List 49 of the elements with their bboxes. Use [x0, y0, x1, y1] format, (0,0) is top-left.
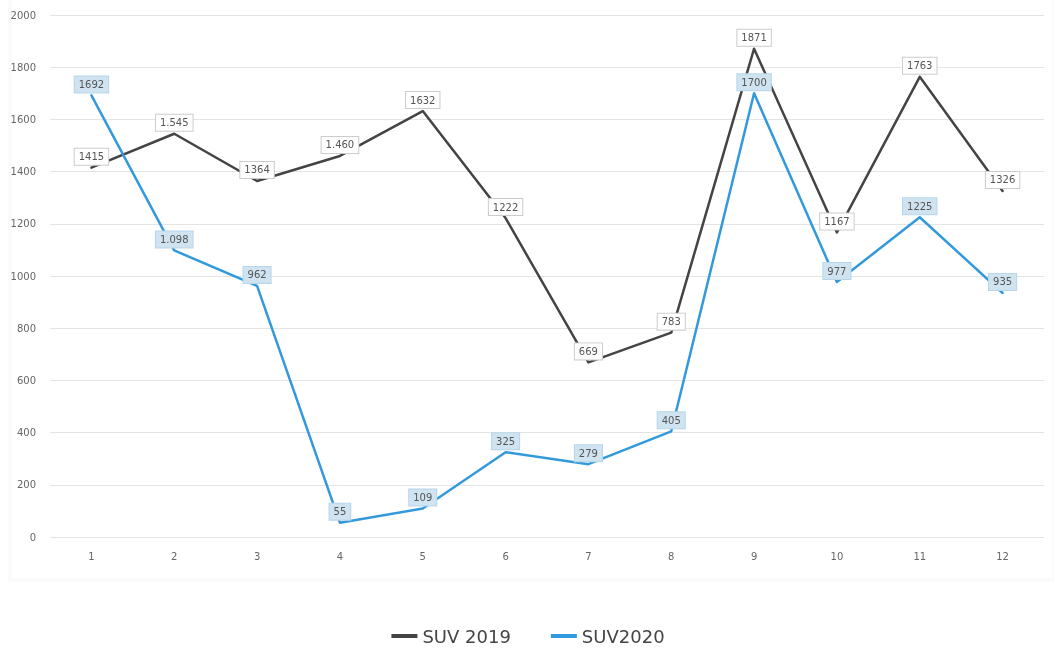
data-label: 1871 [741, 32, 767, 44]
data-label: 325 [496, 435, 516, 447]
x-tick-label: 3 [253, 550, 261, 562]
y-tick-label: 2000 [10, 9, 36, 21]
data-label: 1326 [989, 174, 1016, 186]
x-tick-label: 9 [750, 550, 758, 562]
data-label: 405 [661, 414, 681, 426]
y-tick-label: 1000 [10, 270, 36, 282]
data-label: 935 [993, 276, 1013, 288]
data-label: 279 [578, 447, 598, 459]
y-tick-label: 1800 [10, 61, 36, 73]
x-tick-label: 11 [913, 550, 927, 562]
y-tick-label: 1600 [10, 113, 36, 125]
x-tick-label: 4 [336, 550, 344, 562]
x-tick-label: 12 [996, 550, 1009, 562]
data-label: 1632 [410, 94, 436, 106]
data-label: 977 [827, 265, 847, 277]
legend-label: SUV 2019 [422, 625, 511, 647]
y-tick-label: 600 [16, 374, 36, 386]
y-tick-label: 1200 [10, 218, 36, 230]
data-label: 1222 [492, 201, 519, 213]
y-tick-label: 0 [29, 531, 36, 543]
data-label: 1692 [78, 78, 105, 90]
data-label: 1364 [244, 164, 270, 176]
data-label: 1.545 [159, 117, 189, 129]
data-label: 1.460 [325, 139, 355, 151]
x-tick-label: 5 [419, 550, 426, 562]
data-label: 669 [578, 345, 598, 357]
legend-label: SUV2020 [581, 625, 665, 647]
x-tick-label: 8 [668, 550, 675, 562]
x-tick-label: 6 [502, 550, 509, 562]
data-label: 783 [661, 316, 681, 328]
data-label: 1.098 [159, 233, 189, 245]
x-tick-label: 7 [585, 550, 592, 562]
data-label: 109 [413, 492, 433, 504]
x-tick-label: 1 [88, 550, 95, 562]
y-tick-label: 200 [16, 479, 36, 491]
data-label: 1225 [907, 200, 933, 212]
y-tick-label: 1400 [10, 166, 36, 178]
y-tick-label: 400 [16, 427, 36, 439]
data-label: 55 [333, 506, 347, 518]
x-tick-label: 10 [830, 550, 844, 562]
y-tick-label: 800 [16, 322, 36, 334]
data-label: 1167 [824, 215, 850, 227]
x-tick-label: 2 [171, 550, 178, 562]
data-label: 1415 [78, 151, 105, 163]
data-label: 1700 [741, 76, 767, 88]
data-label: 1763 [907, 60, 933, 72]
data-label: 962 [247, 269, 267, 281]
